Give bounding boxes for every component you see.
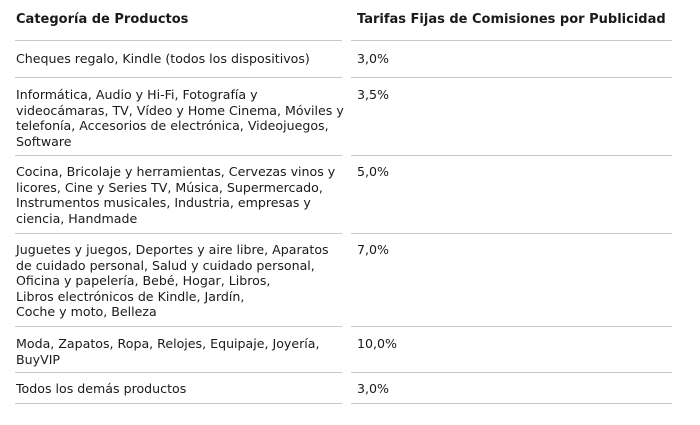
divider — [351, 372, 672, 373]
divider — [351, 77, 672, 78]
divider — [351, 326, 672, 327]
divider — [15, 233, 342, 234]
divider — [15, 403, 342, 404]
divider — [15, 77, 342, 78]
divider — [15, 40, 342, 41]
fee-cell: 5,0% — [357, 164, 389, 179]
divider — [351, 403, 672, 404]
fee-cell: 3,0% — [357, 381, 389, 396]
fee-cell: 7,0% — [357, 242, 389, 257]
divider — [351, 155, 672, 156]
divider — [351, 40, 672, 41]
fee-cell: 3,5% — [357, 87, 389, 102]
divider — [351, 233, 672, 234]
category-cell: Cocina, Bricolaje y herramientas, Cervez… — [16, 164, 336, 226]
header-category: Categoría de Productos — [16, 12, 189, 27]
category-cell: Moda, Zapatos, Ropa, Relojes, Equipaje, … — [16, 336, 320, 367]
header-fee: Tarifas Fijas de Comisiones por Publicid… — [357, 12, 666, 27]
fee-cell: 10,0% — [357, 336, 398, 351]
category-cell: Informática, Audio y Hi-Fi, Fotografía y… — [16, 87, 344, 149]
divider — [15, 372, 342, 373]
category-cell: Todos los demás productos — [16, 381, 187, 396]
divider — [15, 326, 342, 327]
category-cell: Juguetes y juegos, Deportes y aire libre… — [16, 242, 329, 320]
fee-cell: 3,0% — [357, 51, 389, 66]
divider — [15, 155, 342, 156]
category-cell: Cheques regalo, Kindle (todos los dispos… — [16, 51, 310, 66]
